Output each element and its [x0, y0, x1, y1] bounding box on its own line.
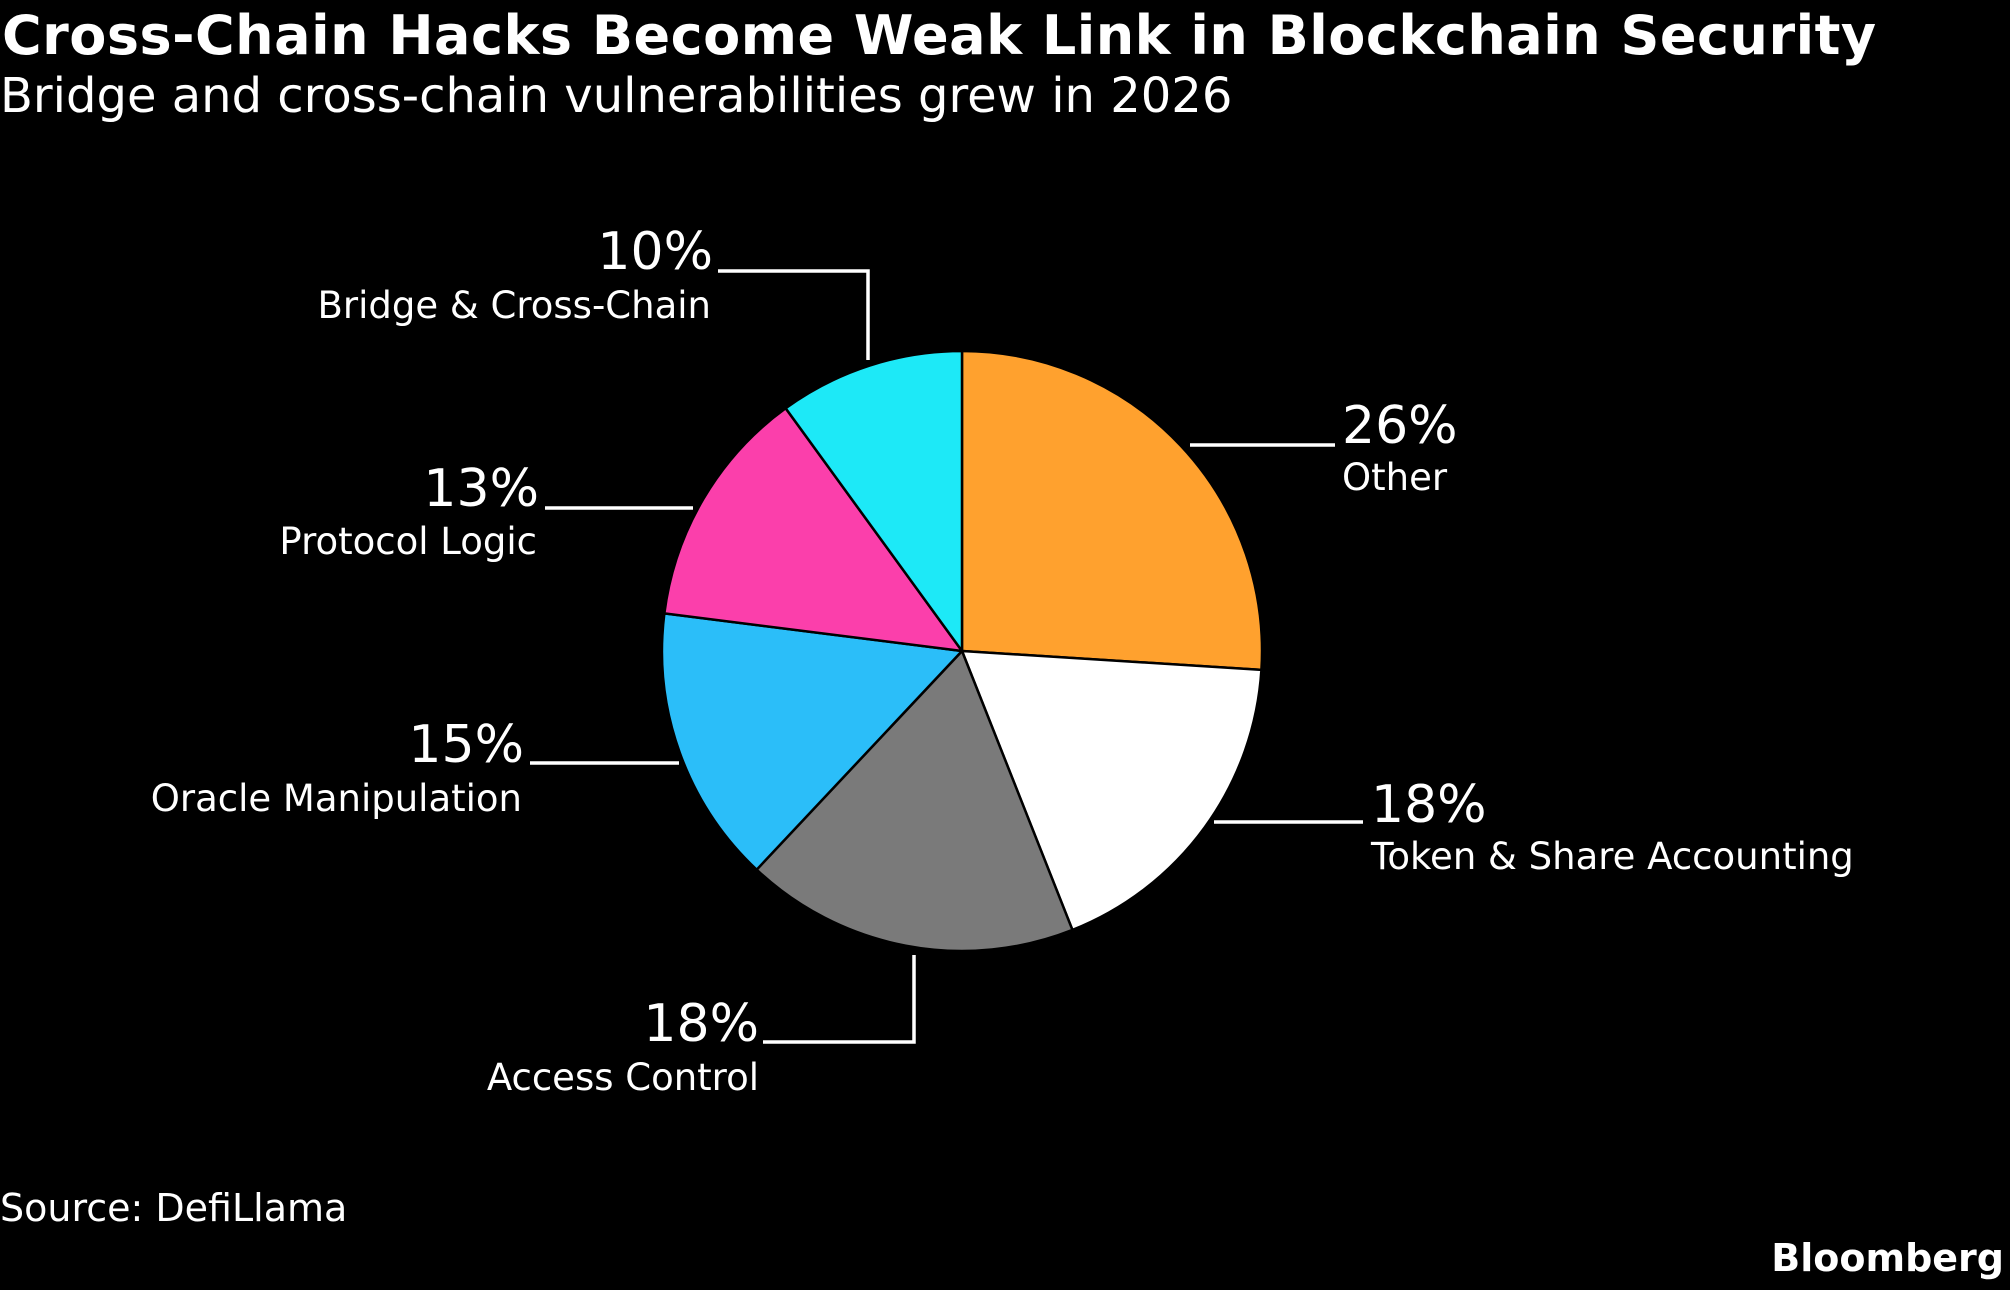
percent-label-protocol-logic: 13% [423, 459, 539, 519]
leader-line-access-control [763, 955, 916, 1044]
category-label-bridge-and-cross-chain: Bridge & Cross-Chain [318, 284, 711, 327]
chart-title: Cross-Chain Hacks Become Weak Link in Bl… [2, 4, 1877, 67]
category-label-token-and-share-accounting: Token & Share Accounting [1370, 835, 1854, 878]
pie-slice-bridge-and-cross-chain [784, 349, 964, 653]
bloomberg-logo: Bloomberg [1771, 1236, 2004, 1280]
category-label-access-control: Access Control [487, 1056, 759, 1099]
category-label-oracle-manipulation: Oracle Manipulation [151, 777, 522, 820]
source-note: Source: DefiLlama [0, 1186, 348, 1230]
category-label-protocol-logic: Protocol Logic [279, 520, 537, 563]
pie-slice-protocol-logic [663, 407, 964, 653]
pie-slice-access-control [755, 649, 1074, 953]
pie-slices [660, 349, 1264, 953]
percent-label-access-control: 18% [643, 994, 759, 1054]
percent-label-other: 26% [1342, 396, 1458, 456]
leader-lines [530, 269, 1363, 1044]
percent-label-token-and-share-accounting: 18% [1371, 775, 1487, 835]
chart-subtitle: Bridge and cross-chain vulnerabilities g… [0, 68, 1233, 124]
leader-line-bridge-and-cross-chain [718, 269, 870, 360]
percent-label-oracle-manipulation: 15% [408, 715, 524, 775]
percent-label-bridge-and-cross-chain: 10% [597, 222, 713, 282]
pie-slice-other [960, 349, 1264, 672]
pie-slice-oracle-manipulation [660, 612, 964, 871]
category-label-other: Other [1342, 456, 1448, 499]
pie-slice-token-and-share-accounting [960, 649, 1263, 932]
